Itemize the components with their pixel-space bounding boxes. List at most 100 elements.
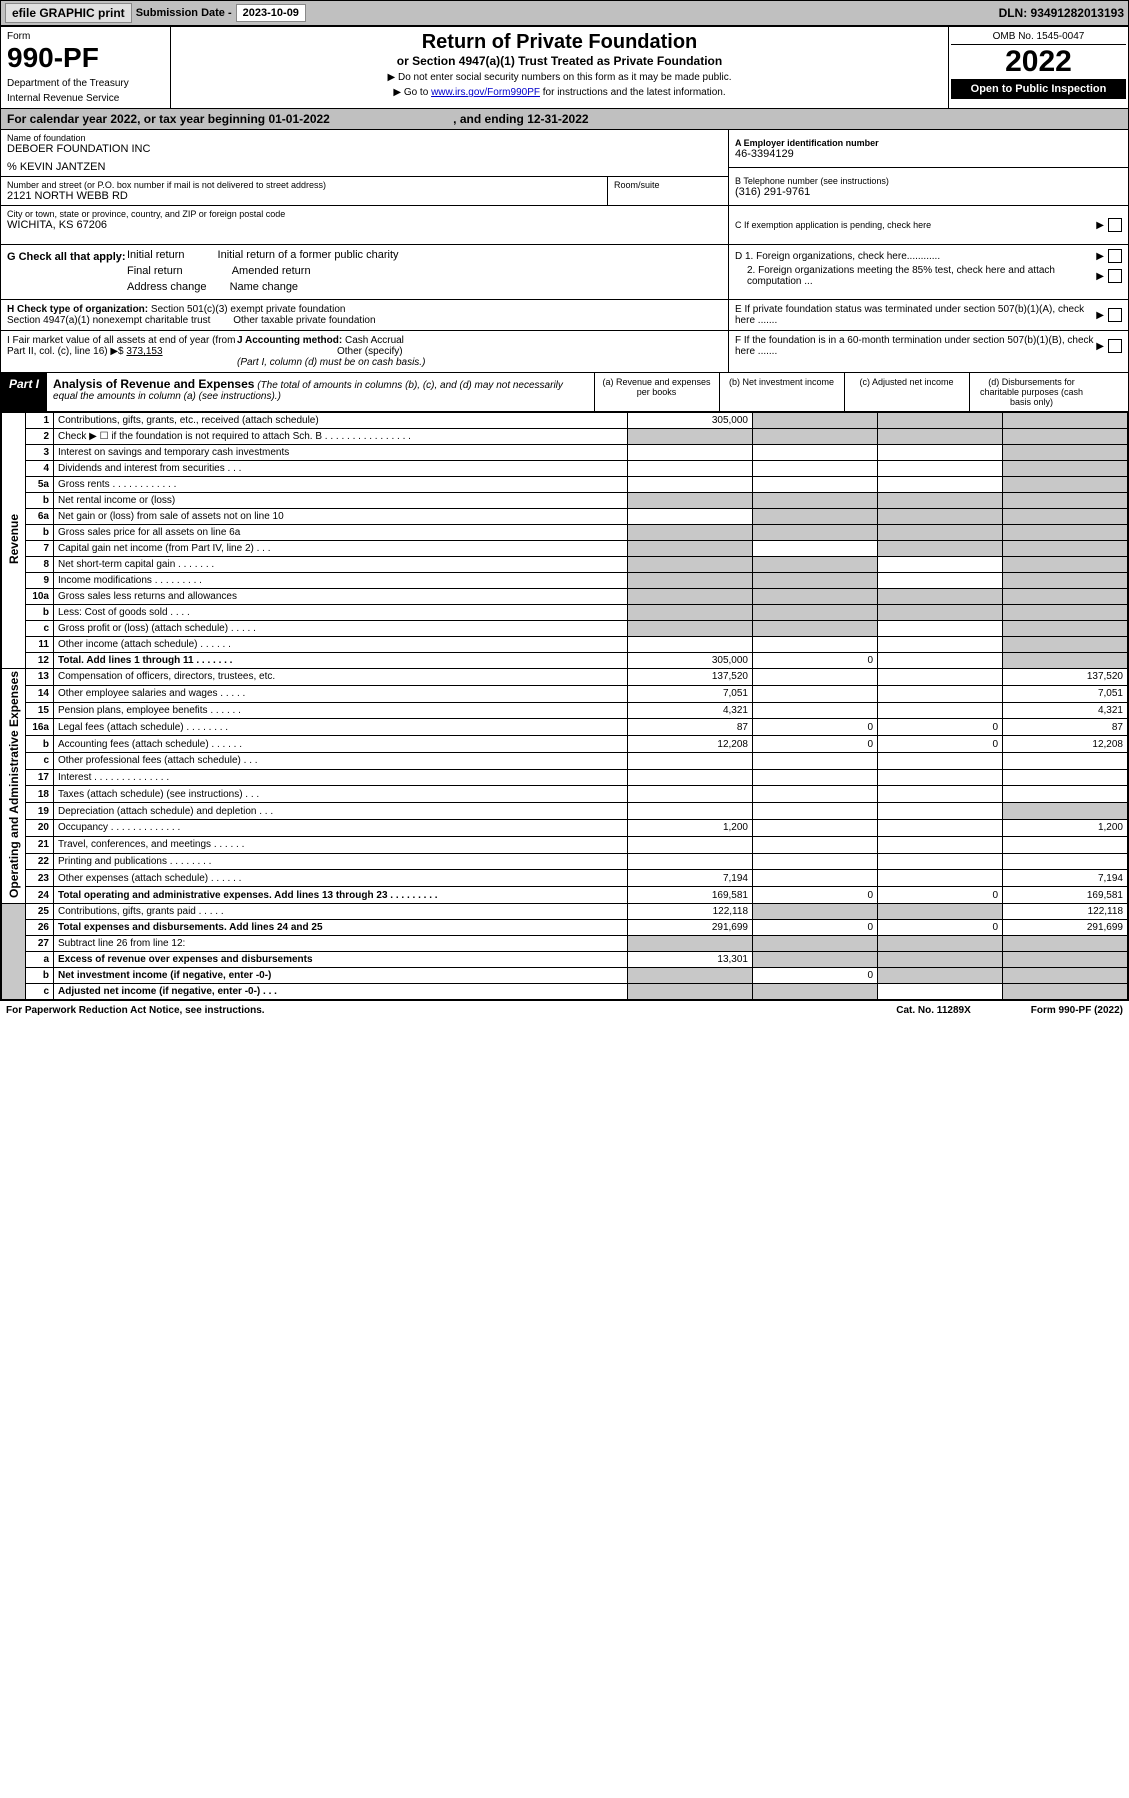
amount-cell: [628, 786, 753, 803]
pending-label: C If exemption application is pending, c…: [735, 220, 1096, 230]
amount-cell: [878, 853, 1003, 870]
amount-cell: [878, 509, 1003, 525]
amount-cell: 169,581: [1003, 887, 1128, 904]
line-description: Total expenses and disbursements. Add li…: [54, 919, 628, 935]
line-number: 23: [26, 870, 54, 887]
amount-cell: [753, 935, 878, 951]
street-address: 2121 NORTH WEBB RD: [7, 190, 601, 202]
amount-cell: 12,208: [628, 736, 753, 753]
addr-label: Number and street (or P.O. box number if…: [7, 180, 601, 190]
amount-cell: [1003, 477, 1128, 493]
line-description: Accounting fees (attach schedule) . . . …: [54, 736, 628, 753]
amount-cell: [878, 769, 1003, 786]
amount-cell: [878, 461, 1003, 477]
d2-checkbox[interactable]: [1108, 269, 1122, 283]
table-row: aExcess of revenue over expenses and dis…: [2, 951, 1128, 967]
line-number: 5a: [26, 477, 54, 493]
pending-checkbox[interactable]: [1108, 218, 1122, 232]
fmv-value: 373,153: [126, 346, 162, 357]
d2-label: 2. Foreign organizations meeting the 85%…: [735, 265, 1096, 287]
table-row: 17Interest . . . . . . . . . . . . . .: [2, 769, 1128, 786]
amount-cell: 0: [878, 887, 1003, 904]
amount-cell: [628, 967, 753, 983]
table-row: 24Total operating and administrative exp…: [2, 887, 1128, 904]
part1-tag: Part I: [1, 373, 47, 411]
j-note: (Part I, column (d) must be on cash basi…: [237, 357, 425, 368]
table-row: 6aNet gain or (loss) from sale of assets…: [2, 509, 1128, 525]
line-description: Occupancy . . . . . . . . . . . . .: [54, 820, 628, 837]
amount-cell: [753, 573, 878, 589]
amount-cell: 0: [878, 719, 1003, 736]
amount-cell: [628, 509, 753, 525]
amount-cell: [878, 702, 1003, 719]
table-row: 15Pension plans, employee benefits . . .…: [2, 702, 1128, 719]
line-description: Other income (attach schedule) . . . . .…: [54, 637, 628, 653]
d1-checkbox[interactable]: [1108, 249, 1122, 263]
amount-cell: [753, 589, 878, 605]
e-checkbox[interactable]: [1108, 308, 1122, 322]
efile-button[interactable]: efile GRAPHIC print: [5, 3, 132, 23]
care-of: % KEVIN JANTZEN: [7, 161, 722, 173]
table-row: 23Other expenses (attach schedule) . . .…: [2, 870, 1128, 887]
amount-cell: [753, 951, 878, 967]
i-label: I Fair market value of all assets at end…: [7, 335, 235, 357]
table-row: cOther professional fees (attach schedul…: [2, 752, 1128, 769]
line-number: 11: [26, 637, 54, 653]
line-description: Depreciation (attach schedule) and deple…: [54, 803, 628, 820]
line-number: 17: [26, 769, 54, 786]
amount-cell: [878, 525, 1003, 541]
amount-cell: [1003, 653, 1128, 669]
amount-cell: [753, 605, 878, 621]
city-label: City or town, state or province, country…: [7, 209, 722, 219]
cat-no: Cat. No. 11289X: [896, 1005, 970, 1016]
amount-cell: [628, 557, 753, 573]
amount-cell: 1,200: [1003, 820, 1128, 837]
line-description: Excess of revenue over expenses and disb…: [54, 951, 628, 967]
amount-cell: [878, 870, 1003, 887]
amount-cell: [1003, 541, 1128, 557]
table-row: bAccounting fees (attach schedule) . . .…: [2, 736, 1128, 753]
f-checkbox[interactable]: [1108, 339, 1122, 353]
amount-cell: 7,194: [628, 870, 753, 887]
line-number: 2: [26, 429, 54, 445]
amount-cell: [753, 702, 878, 719]
form-link[interactable]: www.irs.gov/Form990PF: [431, 87, 540, 98]
amount-cell: [878, 557, 1003, 573]
amount-cell: [753, 509, 878, 525]
line-description: Interest . . . . . . . . . . . . . .: [54, 769, 628, 786]
foundation-name: DEBOER FOUNDATION INC: [7, 143, 722, 155]
line-description: Net short-term capital gain . . . . . . …: [54, 557, 628, 573]
col-a-header: (a) Revenue and expenses per books: [594, 373, 719, 411]
line-number: 20: [26, 820, 54, 837]
amount-cell: [878, 935, 1003, 951]
line-number: 22: [26, 853, 54, 870]
amount-cell: [1003, 461, 1128, 477]
amount-cell: [628, 769, 753, 786]
top-bar: efile GRAPHIC print Submission Date - 20…: [0, 0, 1129, 26]
table-row: 4Dividends and interest from securities …: [2, 461, 1128, 477]
table-row: 26Total expenses and disbursements. Add …: [2, 919, 1128, 935]
table-row: bLess: Cost of goods sold . . . .: [2, 605, 1128, 621]
line-description: Net rental income or (loss): [54, 493, 628, 509]
table-row: 25Contributions, gifts, grants paid . . …: [2, 903, 1128, 919]
amount-cell: [753, 752, 878, 769]
ein-label: A Employer identification number: [735, 138, 1122, 148]
amount-cell: [878, 429, 1003, 445]
amount-cell: [878, 605, 1003, 621]
submission-label: Submission Date -: [136, 7, 232, 19]
amount-cell: [753, 493, 878, 509]
table-row: 9Income modifications . . . . . . . . .: [2, 573, 1128, 589]
amount-cell: 12,208: [1003, 736, 1128, 753]
amount-cell: 7,051: [628, 685, 753, 702]
part1-table: Revenue1Contributions, gifts, grants, et…: [1, 412, 1128, 1000]
amount-cell: [628, 589, 753, 605]
amount-cell: 0: [753, 919, 878, 935]
table-row: 12Total. Add lines 1 through 11 . . . . …: [2, 653, 1128, 669]
amount-cell: 87: [628, 719, 753, 736]
amount-cell: 87: [1003, 719, 1128, 736]
amount-cell: [878, 413, 1003, 429]
line-description: Net investment income (if negative, ente…: [54, 967, 628, 983]
amount-cell: [1003, 621, 1128, 637]
line-number: 6a: [26, 509, 54, 525]
line-number: 24: [26, 887, 54, 904]
